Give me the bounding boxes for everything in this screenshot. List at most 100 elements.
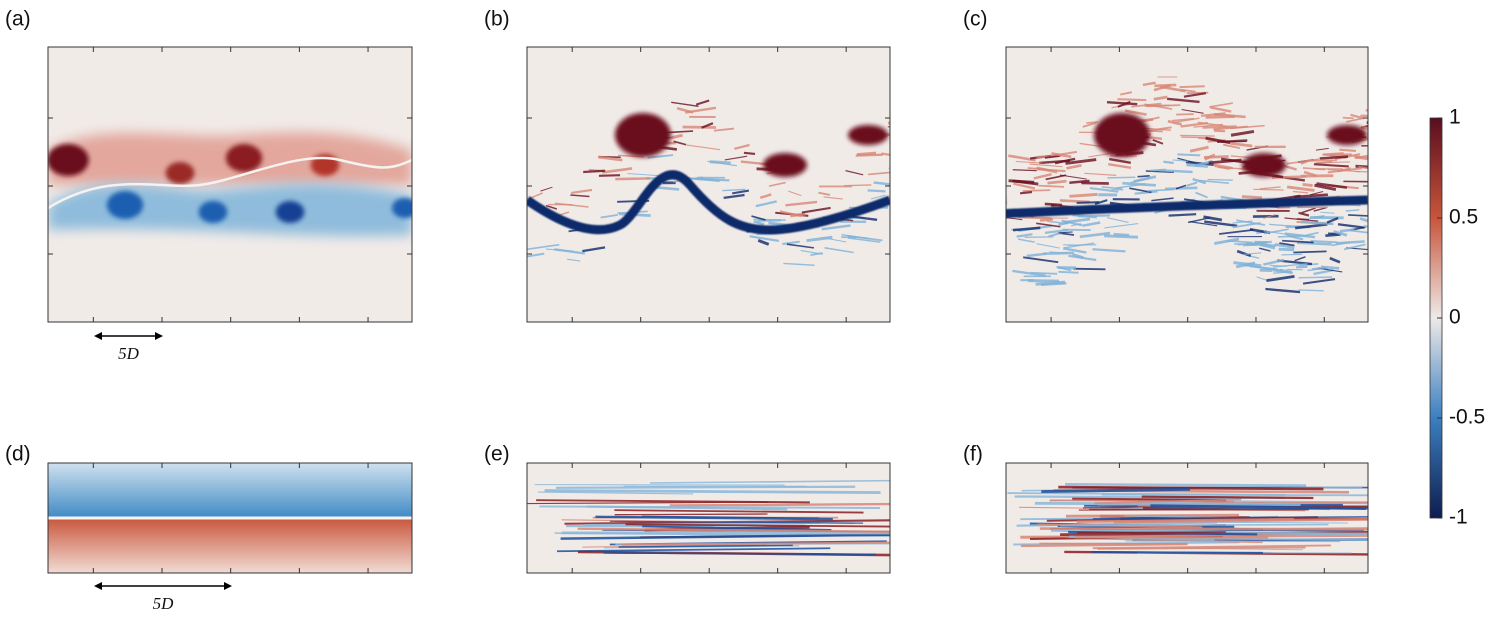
vortex: [47, 144, 89, 176]
streak: [1065, 484, 1306, 485]
panel-bg: [1006, 47, 1368, 322]
streak: [1040, 219, 1053, 220]
streak: [1154, 85, 1176, 86]
vortex: [392, 198, 418, 218]
flow-field: [527, 47, 910, 322]
streak: [1077, 532, 1226, 533]
streak: [1041, 283, 1066, 285]
streak: [1214, 131, 1225, 132]
vortex: [848, 125, 888, 145]
streak: [1242, 197, 1262, 198]
streak: [1309, 218, 1323, 219]
streak: [1039, 543, 1186, 544]
streak: [1340, 229, 1354, 231]
streak: [1325, 234, 1340, 235]
panel-label: (d): [5, 443, 31, 466]
vortex: [199, 201, 228, 223]
streak: [615, 514, 768, 515]
red-half: [48, 518, 412, 573]
streak: [1045, 204, 1062, 205]
streak: [868, 190, 886, 191]
vortex: [1242, 153, 1286, 177]
panel-label: (c): [963, 8, 988, 31]
streak: [683, 127, 716, 128]
scale-label: 5D: [118, 344, 140, 363]
streak: [615, 178, 650, 179]
streak: [1298, 277, 1332, 278]
colorbar-tick-label: 0.5: [1449, 206, 1478, 229]
panel-label: (f): [963, 443, 983, 466]
streak: [1186, 165, 1208, 167]
panel-bg: [527, 47, 890, 322]
streak: [1058, 272, 1078, 273]
streak: [1020, 192, 1032, 193]
streak: [1181, 137, 1208, 138]
streak: [710, 162, 731, 163]
streak: [1146, 105, 1180, 106]
flow-field: [47, 47, 418, 322]
streak: [1208, 180, 1233, 181]
streak: [1137, 176, 1149, 177]
streak: [1077, 202, 1099, 203]
streak: [1339, 150, 1356, 151]
streak: [1296, 267, 1307, 268]
streak: [1107, 177, 1135, 178]
streak: [583, 171, 605, 172]
streak: [1253, 189, 1283, 190]
vortex: [107, 191, 143, 219]
streak: [1060, 525, 1329, 526]
streak: [1165, 188, 1197, 189]
streak: [1081, 183, 1109, 184]
streak: [1299, 290, 1324, 291]
flow-field: [527, 463, 996, 573]
streak: [1293, 251, 1326, 252]
streak: [744, 153, 755, 154]
streak: [1023, 190, 1051, 191]
streak: [1180, 86, 1205, 87]
streak: [1078, 215, 1110, 216]
streak: [599, 175, 620, 176]
streak: [856, 155, 883, 156]
streak: [1279, 249, 1294, 250]
streak: [888, 125, 908, 127]
streak: [1180, 136, 1215, 137]
streak: [1073, 269, 1105, 270]
streak: [1177, 154, 1200, 155]
streak: [1125, 541, 1340, 542]
streak: [1069, 194, 1097, 196]
vortex: [276, 201, 305, 223]
streak: [1336, 242, 1364, 244]
colorbar-tick-label: -1: [1449, 506, 1468, 529]
streak: [753, 219, 785, 220]
streak: [1117, 99, 1146, 100]
streak: [1102, 495, 1394, 496]
vortex: [1094, 113, 1150, 157]
streak: [670, 504, 939, 506]
scale-label: 5D: [153, 594, 175, 613]
streak: [1142, 497, 1314, 498]
streak: [1068, 245, 1096, 246]
streak: [1091, 552, 1263, 553]
panel-label: (a): [5, 8, 31, 31]
streak: [1297, 219, 1309, 220]
blue-band: [48, 184, 412, 236]
flow-field: [1006, 463, 1467, 573]
colorbar-tick-label: 0: [1449, 306, 1461, 329]
panel-label: (b): [484, 8, 510, 31]
streak: [1163, 162, 1173, 163]
streak: [841, 237, 856, 238]
streak: [1040, 529, 1394, 530]
streak: [695, 179, 730, 180]
streak: [1343, 118, 1354, 119]
streak: [1360, 116, 1385, 117]
streak: [1086, 122, 1098, 123]
streak: [1297, 243, 1332, 245]
colorbar-tick-label: 1: [1449, 106, 1461, 129]
vortex: [226, 144, 262, 172]
vortex: [166, 162, 195, 184]
vortex: [1327, 125, 1367, 145]
streak: [1035, 503, 1301, 504]
streak: [1169, 214, 1197, 215]
streak: [1303, 184, 1313, 185]
